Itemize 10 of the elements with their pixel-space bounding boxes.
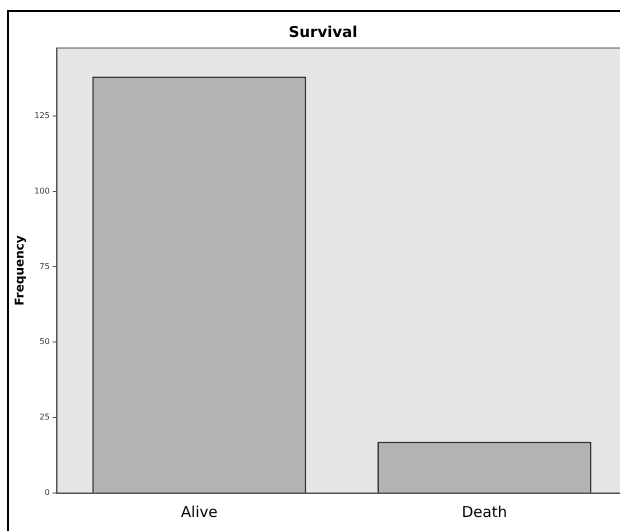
y-tick-label: 125 [34,110,50,120]
chart-title: Survival [288,22,358,41]
y-axis-title: Frequency [12,235,26,306]
y-tick-label: 75 [39,262,50,271]
y-tick-label: 50 [39,337,50,346]
y-tick-label: 100 [34,186,50,196]
x-tick-label: Death [462,502,508,521]
y-tick-label: 25 [39,412,50,422]
y-tick-label: 0 [44,488,50,498]
x-tick-label: Alive [180,502,218,521]
